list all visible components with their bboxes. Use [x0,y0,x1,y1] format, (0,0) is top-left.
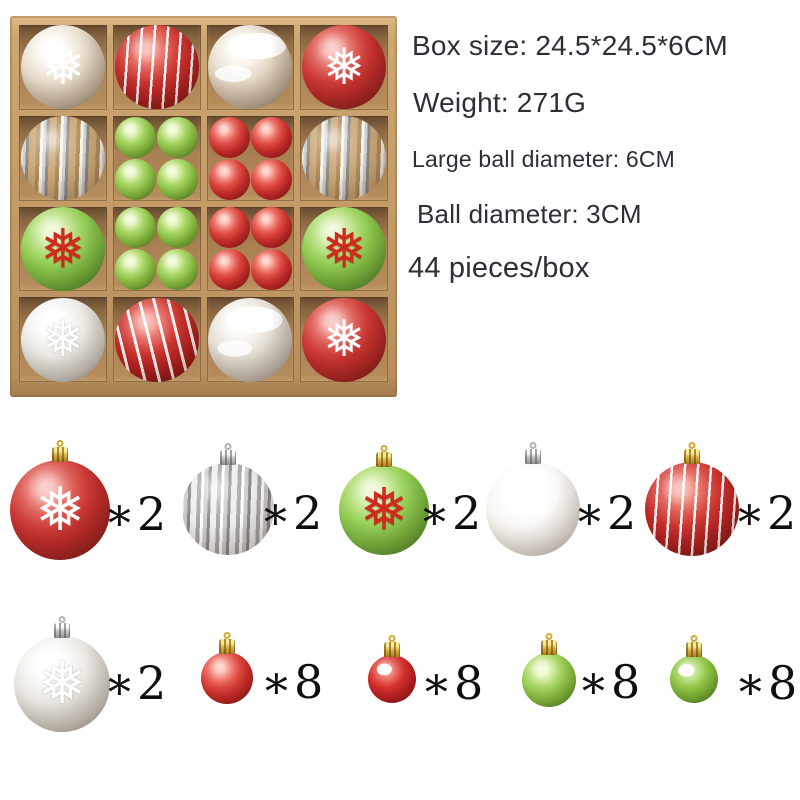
ornament-red-mini-shiny [368,642,416,703]
ornament-cap-silver [220,450,236,465]
ball-green-mini-shiny [670,655,718,703]
ball-green-mini [157,116,199,158]
ornament-cap-gold [686,642,702,657]
ball-white-pearl [486,462,580,556]
box-cell [112,297,201,382]
quantity-label: ∗8 [577,655,643,709]
ball-red-snowflake [302,25,387,110]
ball-green-mini [115,116,157,158]
ornament-white-pearl [486,449,580,556]
mini-ball-cluster [208,207,292,291]
ornament-green-mini-shiny [670,642,718,703]
box-cell [206,297,295,382]
ball-red-swirl [114,297,199,382]
ball-green-redflake [339,465,429,555]
ornament-red-mini [201,639,253,704]
ornament-cap-gold [384,642,400,657]
box-grid [19,25,388,382]
quantity-label: ∗8 [260,655,326,709]
ornament-silver-striped [182,450,274,555]
box-cell [112,115,201,201]
ball-green-mini [115,207,157,249]
quantity-label: ∗2 [259,486,325,540]
ball-champagne-striped [20,116,105,201]
ball-silver-striped [182,463,274,555]
quantity-label: ∗2 [103,656,169,710]
box-cell [112,206,201,292]
ball-champagne-striped [302,116,387,201]
ball-green-mini [115,158,157,200]
box-cell [300,25,388,110]
ornament-red-striped [645,449,739,556]
ball-red-snowflake [302,297,387,382]
mini-ball-cluster [115,116,199,200]
ornament-green-redflake [339,452,429,555]
ball-green-mini [157,207,199,249]
spec-ball-diameter: Ball diameter: 3CM [417,199,642,229]
ball-red-mini [208,116,250,158]
ornament-cap-gold [219,639,235,654]
box-cell [112,25,201,110]
ball-red-snowflake [10,460,110,560]
box-cell [19,206,107,292]
box-cell [19,115,107,201]
ball-silver-snowflake [14,636,110,732]
ball-red-striped [114,25,199,110]
ball-red-mini-shiny [368,655,416,703]
ornament-cap-gold [684,449,700,464]
ornament-silver-snowflake [14,623,110,732]
ball-red-mini [250,116,292,158]
quantity-label: ∗2 [573,486,639,540]
ball-green-mini [522,653,576,707]
spec-pieces-per-box: 44 pieces/box [408,252,590,284]
quantity-label: ∗8 [420,656,486,710]
ornament-cap-gold [376,452,392,467]
ball-red-striped [645,462,739,556]
box-cell [206,115,295,201]
box-cell [300,297,388,382]
quantity-label: ∗2 [103,487,169,541]
spec-large-ball-diameter: Large ball diameter: 6CM [412,146,676,172]
ball-champagne-snowflake [20,25,105,110]
ball-green-mini [157,158,199,200]
ball-green-mini [157,249,199,291]
box-cell [300,206,388,292]
ball-red-mini [208,158,250,200]
ball-red-mini [208,249,250,291]
mini-ball-cluster [208,116,292,200]
quantity-label: ∗8 [734,656,800,710]
ball-green-mini [115,249,157,291]
ornament-cap-silver [525,449,541,464]
spec-box-size: Box size: 24.5*24.5*6CM [412,30,728,61]
ornament-cap-gold [52,447,68,462]
ball-red-mini [250,249,292,291]
ball-champagne-pattern [208,25,293,110]
ball-red-mini [250,207,292,249]
box-cell [206,206,295,292]
ball-green-redflake [302,206,387,291]
quantity-label: ∗2 [418,486,484,540]
ornament-cap-silver [54,623,70,638]
ball-silver-snowflake [20,297,105,382]
mini-ball-cluster [115,207,199,291]
ball-red-mini [250,158,292,200]
box-cell [206,25,295,110]
ball-red-mini [201,652,253,704]
ball-silver-pattern [208,297,293,382]
ornament-green-mini [522,640,576,707]
box-cell [19,297,107,382]
ball-red-mini [208,207,250,249]
ball-green-redflake [20,206,105,291]
ornament-red-snowflake [10,447,110,560]
ornament-box-photo [10,16,397,397]
spec-weight: Weight: 271G [413,87,587,118]
ornament-cap-gold [541,640,557,655]
quantity-label: ∗2 [733,486,799,540]
box-cell [300,115,388,201]
box-cell [19,25,107,110]
